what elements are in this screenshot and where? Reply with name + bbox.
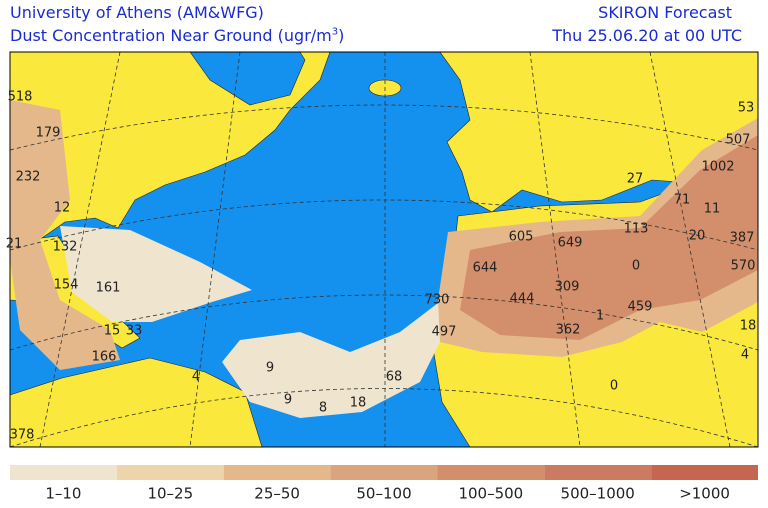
map-value-label: 444 xyxy=(510,292,535,307)
legend-swatch xyxy=(437,465,545,480)
map-value-label: 507 xyxy=(726,133,751,148)
parallel xyxy=(9,388,759,448)
map-value-label: 730 xyxy=(425,293,450,308)
meridian xyxy=(189,51,241,448)
parallel xyxy=(9,199,759,251)
legend-label: 500–1000 xyxy=(561,485,635,503)
map-value-label: 0 xyxy=(632,259,640,274)
map-value-label: 161 xyxy=(96,281,121,296)
forecast-time: Thu 25.06.20 at 00 UTC xyxy=(552,26,742,45)
map-value-label: 132 xyxy=(53,240,78,255)
legend-label: 10–25 xyxy=(147,485,193,503)
parallel xyxy=(9,104,759,151)
parallel xyxy=(9,294,759,351)
map-value-label: 232 xyxy=(16,170,41,185)
map-value-label: 154 xyxy=(54,278,79,293)
map-value-label: 649 xyxy=(558,236,583,251)
map-value-label: 0 xyxy=(610,379,618,394)
map-value-label: 459 xyxy=(628,300,653,315)
legend-swatch xyxy=(223,465,331,480)
map-value-label: 570 xyxy=(731,259,756,274)
map-value-label: 1 xyxy=(596,309,604,324)
map-value-label: 605 xyxy=(509,230,534,245)
map-frame xyxy=(9,51,759,448)
legend-label: >1000 xyxy=(679,485,730,503)
map-value-label: 18 xyxy=(350,396,367,411)
legend-label: 1–10 xyxy=(45,485,81,503)
map-value-label: 15 xyxy=(104,324,121,339)
map-value-label: 1002 xyxy=(701,160,734,175)
map-value-label: 644 xyxy=(473,261,498,276)
dust-caribbean xyxy=(60,226,252,322)
title-line2: Dust Concentration Near Ground (ugr/m3) xyxy=(10,26,344,45)
map-value-label: 309 xyxy=(555,280,580,295)
graticule xyxy=(9,51,759,448)
map-value-label: 8 xyxy=(319,401,327,416)
map-value-label: 362 xyxy=(556,323,581,338)
legend-swatch xyxy=(651,465,758,480)
meridian xyxy=(529,51,581,448)
legend-label: 50–100 xyxy=(356,485,411,503)
title-text: Dust Concentration Near Ground (ugr/m xyxy=(10,26,332,45)
legend-swatch xyxy=(10,465,117,480)
legend-swatch xyxy=(330,465,438,480)
legend-label: 100–500 xyxy=(458,485,523,503)
legend-swatch xyxy=(116,465,224,480)
dust-gulf xyxy=(10,100,120,370)
map-value-label: 378 xyxy=(10,428,35,443)
map-value-label: 113 xyxy=(624,222,649,237)
map-value-label: 12 xyxy=(54,201,71,216)
map-value-label: 18 xyxy=(740,319,757,334)
map-value-label: 497 xyxy=(432,325,457,340)
map-value-label: 4 xyxy=(192,370,200,385)
map-value-label: 53 xyxy=(738,101,755,116)
map-value-label: 9 xyxy=(266,361,274,376)
title-superscript: 3 xyxy=(331,26,339,38)
map-value-label: 33 xyxy=(126,324,143,339)
map-value-label: 11 xyxy=(704,202,721,217)
map-value-label: 20 xyxy=(689,229,706,244)
map-value-label: 21 xyxy=(6,237,23,252)
dust-sahara-core xyxy=(460,135,758,340)
map-value-label: 4 xyxy=(741,348,749,363)
dust-atlantic-plume xyxy=(222,300,442,418)
title-line1: University of Athens (AM&WFG) xyxy=(10,3,264,22)
map-value-label: 387 xyxy=(730,231,755,246)
map-value-label: 71 xyxy=(674,193,691,208)
land-north-america xyxy=(9,51,331,243)
map-value-label: 9 xyxy=(284,393,292,408)
title-close: ) xyxy=(338,26,345,45)
map-value-label: 166 xyxy=(92,350,117,365)
map-value-label: 68 xyxy=(386,370,403,385)
forecast-name: SKIRON Forecast xyxy=(598,3,732,22)
legend-swatch xyxy=(544,465,652,480)
map-value-label: 27 xyxy=(627,172,644,187)
legend-label: 25–50 xyxy=(254,485,300,503)
map-value-label: 179 xyxy=(36,126,61,141)
map-value-label: 518 xyxy=(8,90,33,105)
